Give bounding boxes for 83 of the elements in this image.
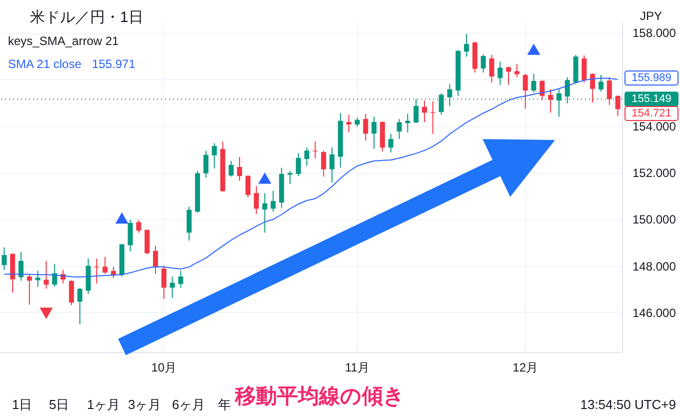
candlestick bbox=[26, 274, 32, 306]
y-tick-label: 146.000 bbox=[632, 306, 676, 320]
candlestick bbox=[598, 74, 604, 92]
text: JPY bbox=[640, 9, 662, 23]
y-tick-label: 158.000 bbox=[632, 26, 676, 40]
candlestick bbox=[186, 206, 192, 242]
x-tick-label: 10月 bbox=[151, 360, 177, 374]
y-tick-label: 150.000 bbox=[632, 212, 676, 227]
point bbox=[115, 212, 128, 224]
candlestick bbox=[489, 54, 494, 83]
text: SMA 21 close bbox=[8, 57, 82, 71]
candlestick bbox=[68, 280, 74, 306]
text: 年 bbox=[218, 397, 231, 412]
text: 5日 bbox=[49, 397, 70, 412]
candlestick bbox=[270, 190, 276, 212]
candlestick bbox=[522, 73, 528, 109]
x-tick-label: 12月 bbox=[512, 360, 538, 374]
candlestick bbox=[178, 270, 184, 288]
candlestick bbox=[615, 94, 620, 116]
ref-line-label: 155.149 bbox=[632, 93, 672, 106]
candlestick bbox=[548, 88, 554, 114]
text: 1ヶ月 bbox=[87, 397, 120, 412]
text: 154.721 bbox=[632, 108, 672, 120]
candlestick bbox=[396, 118, 402, 140]
candlestick bbox=[480, 54, 486, 74]
candlestick bbox=[52, 263, 58, 288]
text: 1日 bbox=[12, 397, 32, 412]
annotation: 155.971 bbox=[92, 57, 136, 71]
chart-title: 米ドル／円・1日 bbox=[30, 9, 144, 26]
candlestick bbox=[582, 54, 587, 84]
point bbox=[40, 308, 53, 319]
candlestick bbox=[161, 265, 166, 300]
y-tick-label: 148.000 bbox=[632, 259, 676, 274]
candlestick bbox=[44, 260, 49, 290]
text: 移動平均線の傾き bbox=[234, 385, 405, 408]
point bbox=[527, 44, 540, 55]
candlestick bbox=[330, 146, 335, 184]
candlestick bbox=[506, 66, 512, 86]
candlestick bbox=[77, 287, 82, 325]
candlestick bbox=[237, 156, 242, 182]
candlestick bbox=[170, 276, 175, 298]
candlestick bbox=[388, 133, 394, 154]
candlestick bbox=[94, 258, 100, 284]
candlestick bbox=[606, 76, 612, 106]
candlestick bbox=[514, 63, 520, 78]
candlestick bbox=[590, 72, 596, 104]
candlestick bbox=[304, 146, 310, 167]
candlestick bbox=[128, 219, 133, 252]
x-tick-label: 11月 bbox=[344, 360, 370, 374]
candlestick bbox=[312, 141, 318, 160]
candlestick bbox=[2, 246, 7, 270]
candlestick bbox=[321, 150, 326, 178]
text: 3ヶ月 bbox=[128, 397, 162, 412]
point bbox=[258, 172, 272, 184]
text: keys_SMA_arrow 21 bbox=[8, 34, 120, 48]
candlestick bbox=[102, 256, 108, 274]
text: 155.989 bbox=[632, 72, 672, 84]
candlestick bbox=[346, 114, 352, 133]
candlestick bbox=[153, 245, 158, 274]
text: 13:54:50 UTC+9 bbox=[580, 397, 676, 412]
candlestick bbox=[228, 160, 234, 178]
candlestick bbox=[430, 100, 436, 134]
candlestick bbox=[363, 113, 368, 142]
candlestick bbox=[498, 61, 503, 86]
candlestick bbox=[203, 150, 208, 178]
y-tick-label: 154.000 bbox=[632, 119, 676, 134]
candlestick bbox=[18, 252, 24, 282]
text: 6ヶ月 bbox=[172, 397, 206, 412]
candlestick bbox=[540, 80, 545, 100]
candlestick bbox=[136, 219, 142, 234]
candlestick bbox=[372, 116, 377, 150]
candlestick bbox=[296, 152, 301, 177]
candlestick bbox=[464, 33, 469, 58]
candlestick bbox=[422, 100, 427, 122]
candlestick bbox=[254, 186, 259, 215]
candlestick bbox=[531, 73, 536, 94]
candlestick bbox=[245, 174, 250, 198]
candlestick bbox=[262, 192, 268, 234]
candlestick bbox=[35, 270, 40, 288]
candlestick bbox=[212, 142, 217, 169]
candlestick bbox=[287, 170, 292, 184]
y-tick-label: 152.000 bbox=[632, 166, 676, 180]
candlestick bbox=[144, 228, 150, 255]
